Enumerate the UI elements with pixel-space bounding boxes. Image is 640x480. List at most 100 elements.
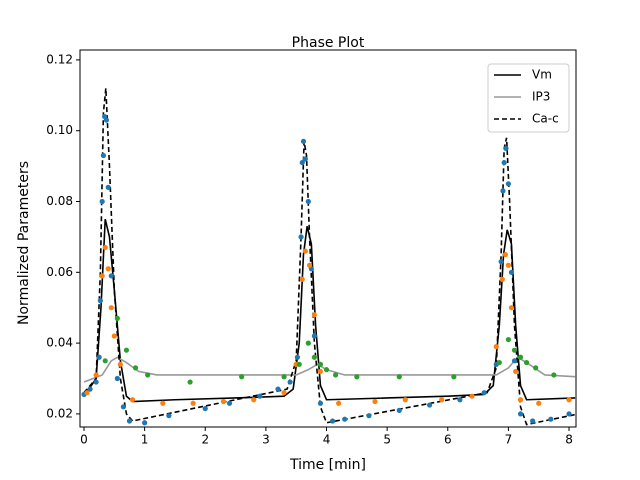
point — [145, 372, 151, 378]
point — [257, 393, 263, 399]
point — [517, 397, 524, 403]
point — [114, 375, 120, 382]
point — [342, 416, 348, 422]
point — [501, 159, 507, 166]
y-tick-label: 0.10 — [46, 123, 73, 137]
point — [103, 117, 110, 123]
plot-frame — [79, 49, 577, 428]
y-tick-label: 0.06 — [46, 265, 73, 279]
point — [336, 400, 342, 406]
point — [132, 365, 139, 371]
point — [226, 400, 233, 406]
x-tick-label: 2 — [201, 433, 209, 447]
point — [530, 418, 536, 424]
point — [517, 411, 524, 417]
point — [298, 234, 304, 240]
chart-title: Phase Plot — [292, 35, 365, 51]
point — [354, 374, 360, 380]
point — [402, 397, 408, 403]
point — [99, 273, 105, 279]
point — [97, 298, 103, 304]
point — [451, 374, 457, 380]
legend-label: Ca-c — [532, 112, 559, 126]
point — [306, 262, 313, 268]
point — [126, 418, 133, 424]
point — [317, 400, 324, 406]
point — [513, 368, 519, 375]
point — [100, 152, 107, 159]
point — [457, 397, 463, 403]
point — [311, 333, 317, 339]
point — [317, 368, 324, 375]
point — [505, 262, 511, 268]
point — [302, 248, 308, 254]
point — [281, 390, 287, 396]
x-tick-label: 4 — [323, 433, 331, 447]
point — [496, 359, 502, 366]
point — [105, 184, 111, 190]
point — [505, 336, 511, 343]
point — [300, 138, 307, 144]
point — [481, 390, 487, 396]
y-tick-label: 0.04 — [46, 336, 73, 350]
point — [202, 405, 208, 412]
point — [111, 333, 117, 339]
point — [108, 273, 114, 279]
point — [500, 188, 506, 194]
point — [114, 315, 120, 321]
point — [294, 354, 301, 360]
point — [123, 347, 130, 353]
point — [105, 266, 111, 272]
x-tick-label: 7 — [505, 433, 513, 447]
point — [517, 354, 524, 360]
point — [220, 398, 227, 405]
point — [117, 361, 123, 367]
x-tick-label: 8 — [565, 433, 573, 447]
point — [511, 347, 518, 353]
point — [120, 404, 127, 410]
point — [366, 413, 372, 419]
point — [372, 398, 378, 405]
x-tick-label: 3 — [262, 433, 270, 447]
point — [166, 413, 172, 419]
point — [275, 386, 281, 392]
point — [329, 418, 336, 424]
point — [187, 379, 193, 385]
point — [498, 259, 504, 265]
point — [566, 397, 572, 403]
point — [439, 397, 445, 403]
point — [536, 400, 542, 406]
point — [93, 379, 99, 385]
point — [396, 407, 402, 413]
y-tick-label: 0.12 — [46, 52, 73, 66]
line — [83, 88, 576, 426]
legend-box — [487, 63, 570, 133]
x-tick-label: 5 — [383, 433, 391, 447]
y-axis-label: Normalized Parameters — [16, 161, 32, 325]
point — [503, 145, 509, 152]
point — [108, 305, 114, 311]
point — [323, 367, 330, 373]
point — [99, 198, 105, 205]
point — [305, 340, 311, 346]
point — [251, 397, 257, 403]
point — [142, 420, 148, 426]
point — [396, 374, 402, 380]
point — [93, 372, 99, 378]
point — [426, 402, 433, 408]
point — [493, 344, 499, 350]
point — [190, 400, 196, 406]
point — [305, 198, 311, 205]
point — [311, 312, 317, 318]
point — [302, 156, 308, 162]
point — [566, 411, 572, 417]
point — [469, 393, 475, 399]
point — [548, 416, 554, 422]
point — [84, 390, 90, 396]
point — [511, 358, 518, 364]
point — [311, 354, 317, 360]
point — [102, 244, 108, 251]
x-axis-label: Time [min] — [289, 457, 366, 473]
point — [96, 354, 102, 360]
